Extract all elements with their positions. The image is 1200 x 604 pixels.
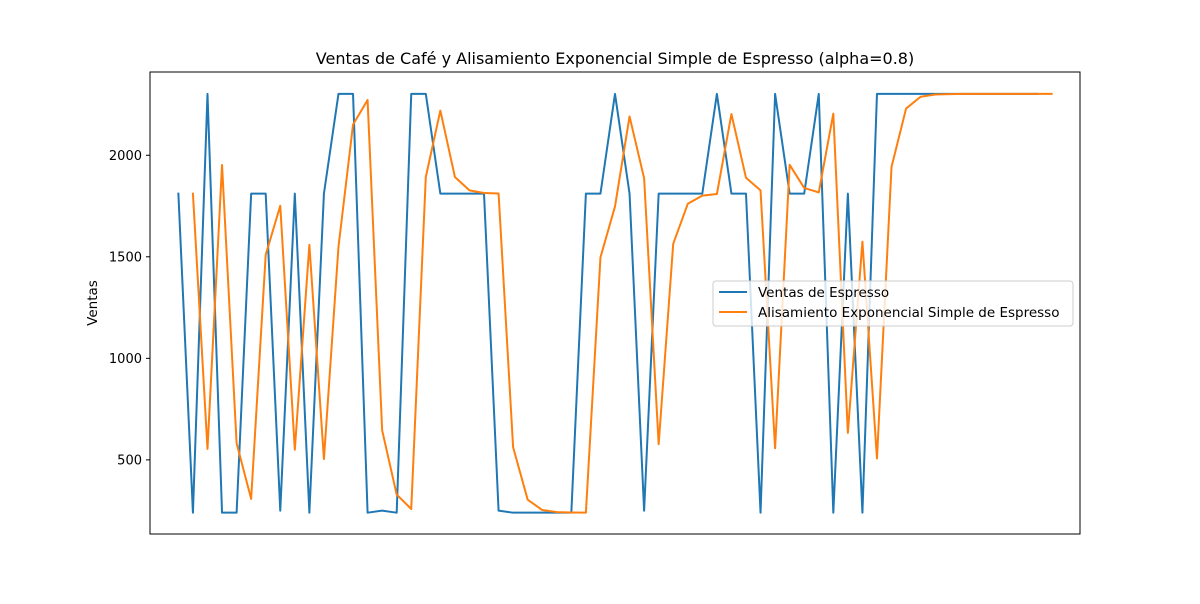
y-axis-ticks: 500 1000 1500 2000 xyxy=(109,149,150,468)
y-tick-label-0: 500 xyxy=(117,453,142,468)
y-tick-label-3: 2000 xyxy=(109,149,142,164)
y-tick-label-1: 1000 xyxy=(109,352,142,367)
plot-frame xyxy=(149,71,1081,535)
series-line-0 xyxy=(177,92,1039,514)
y-axis-label: Ventas xyxy=(85,280,101,326)
series-line-1 xyxy=(191,92,1053,514)
legend-entries: Ventas de Espresso Alisamiento Exponencia… xyxy=(719,285,1059,321)
legend: Ventas de Espresso Alisamiento Exponencia… xyxy=(712,280,1074,327)
legend-label-1: Alisamiento Exponencial Simple de Espres… xyxy=(758,305,1059,321)
series-layer xyxy=(177,92,1053,514)
chart-title: Ventas de Café y Alisamiento Exponencial… xyxy=(316,49,914,68)
y-tick-label-2: 1500 xyxy=(109,250,142,265)
legend-box xyxy=(712,280,1074,327)
legend-label-0: Ventas de Espresso xyxy=(758,285,889,301)
